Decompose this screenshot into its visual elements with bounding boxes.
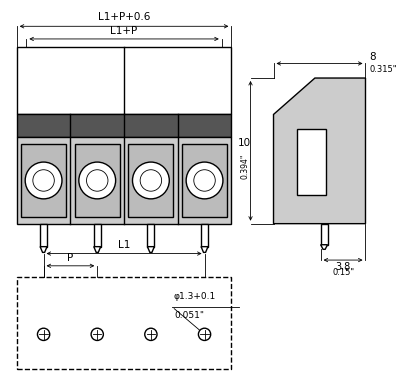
Text: 0.315": 0.315" [369,65,397,74]
Bar [148,223,154,247]
Text: 3.8: 3.8 [336,262,351,273]
Polygon shape [40,247,47,252]
Text: L1+P+0.6: L1+P+0.6 [98,12,150,22]
Text: φ1.3+0.1: φ1.3+0.1 [174,292,216,301]
Circle shape [186,162,223,199]
Bar [40,223,47,247]
Circle shape [79,162,116,199]
Polygon shape [274,78,366,223]
Text: L1: L1 [118,240,130,250]
Bar [17,137,231,223]
Circle shape [91,328,103,340]
Bar [94,223,101,247]
Polygon shape [321,245,328,249]
Bar [17,277,231,369]
FancyBboxPatch shape [21,144,66,217]
Bar [17,114,231,137]
Polygon shape [201,247,208,252]
Text: 0.15": 0.15" [332,268,354,277]
Circle shape [145,328,157,340]
Polygon shape [148,247,154,252]
Bar [321,223,328,245]
Circle shape [198,328,211,340]
Text: P: P [67,253,74,263]
Bar [201,223,208,247]
FancyBboxPatch shape [128,144,174,217]
Text: 0.394": 0.394" [240,154,249,179]
FancyBboxPatch shape [182,144,227,217]
Text: 10: 10 [238,138,251,148]
Circle shape [25,162,62,199]
Bar [17,47,231,114]
Bar [296,129,326,195]
Text: 0.051": 0.051" [174,312,204,320]
Circle shape [132,162,169,199]
Text: 8: 8 [369,52,376,62]
Circle shape [38,328,50,340]
Polygon shape [94,247,101,252]
FancyBboxPatch shape [75,144,120,217]
Text: L1+P: L1+P [110,26,138,36]
